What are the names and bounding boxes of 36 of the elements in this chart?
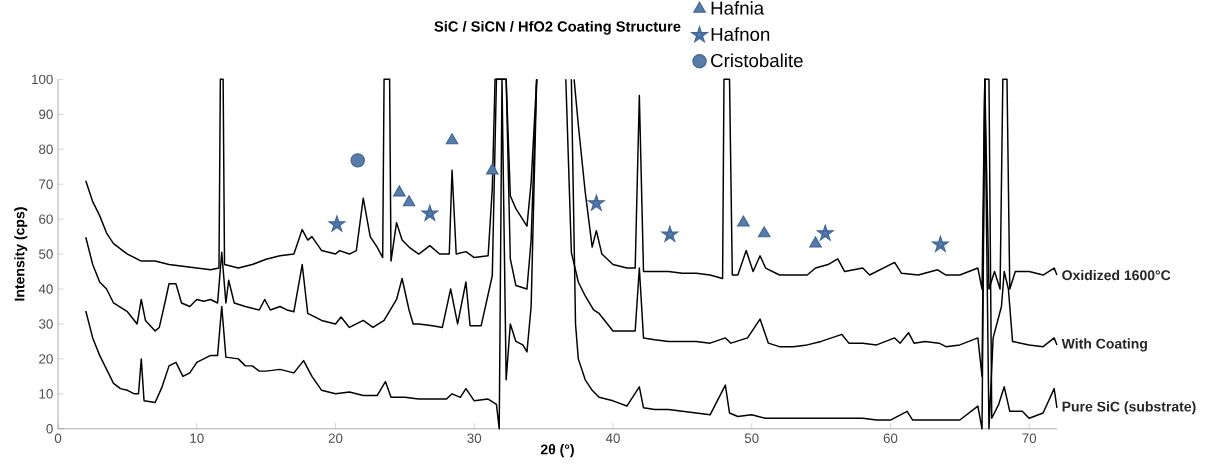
- point: [393, 185, 406, 197]
- x-tick-label: 70: [1022, 433, 1037, 444]
- point: [809, 236, 822, 248]
- x-axis-title: 2θ (°): [540, 444, 574, 458]
- point: [402, 195, 416, 207]
- point: [350, 153, 365, 168]
- legend-label: Cristobalite: [711, 53, 803, 68]
- y-tick-label: 30: [38, 319, 53, 329]
- y-tick-label: 100: [32, 74, 53, 85]
- y-tick-label: 20: [39, 354, 53, 364]
- legend-label: Hafnon: [711, 27, 770, 42]
- y-tick-label: 0: [46, 424, 53, 434]
- x-tick-label: 50: [744, 433, 759, 444]
- series-label: With Coating: [1061, 338, 1147, 352]
- point: [757, 226, 771, 238]
- y-tick-label: 10: [39, 389, 53, 399]
- y-tick-label: 80: [39, 144, 53, 155]
- y-tick-label: 70: [39, 179, 53, 189]
- x-tick-label: 30: [467, 433, 482, 444]
- chart-title: SiC / SiCN / HfO2 Coating Structure: [434, 21, 681, 35]
- x-tick-label: 60: [883, 433, 898, 444]
- series-label: Pure SiC (substrate): [1062, 401, 1196, 415]
- legend-label: Hafnia: [711, 1, 765, 15]
- x-tick-label: 10: [190, 433, 204, 444]
- y-tick-label: 60: [39, 214, 53, 224]
- y-tick-label: 40: [38, 284, 53, 294]
- point: [445, 133, 459, 145]
- y-axis-title: Intensity (cps): [14, 207, 28, 301]
- x-tick-label: 20: [328, 433, 343, 444]
- point: [485, 163, 499, 175]
- x-tick-label: 0: [54, 433, 62, 444]
- series-label: Oxidized 1600°C: [1062, 269, 1171, 281]
- point: [737, 215, 750, 227]
- x-tick-label: 40: [605, 433, 620, 444]
- y-tick-label: 90: [39, 109, 53, 120]
- y-tick-label: 50: [39, 249, 53, 259]
